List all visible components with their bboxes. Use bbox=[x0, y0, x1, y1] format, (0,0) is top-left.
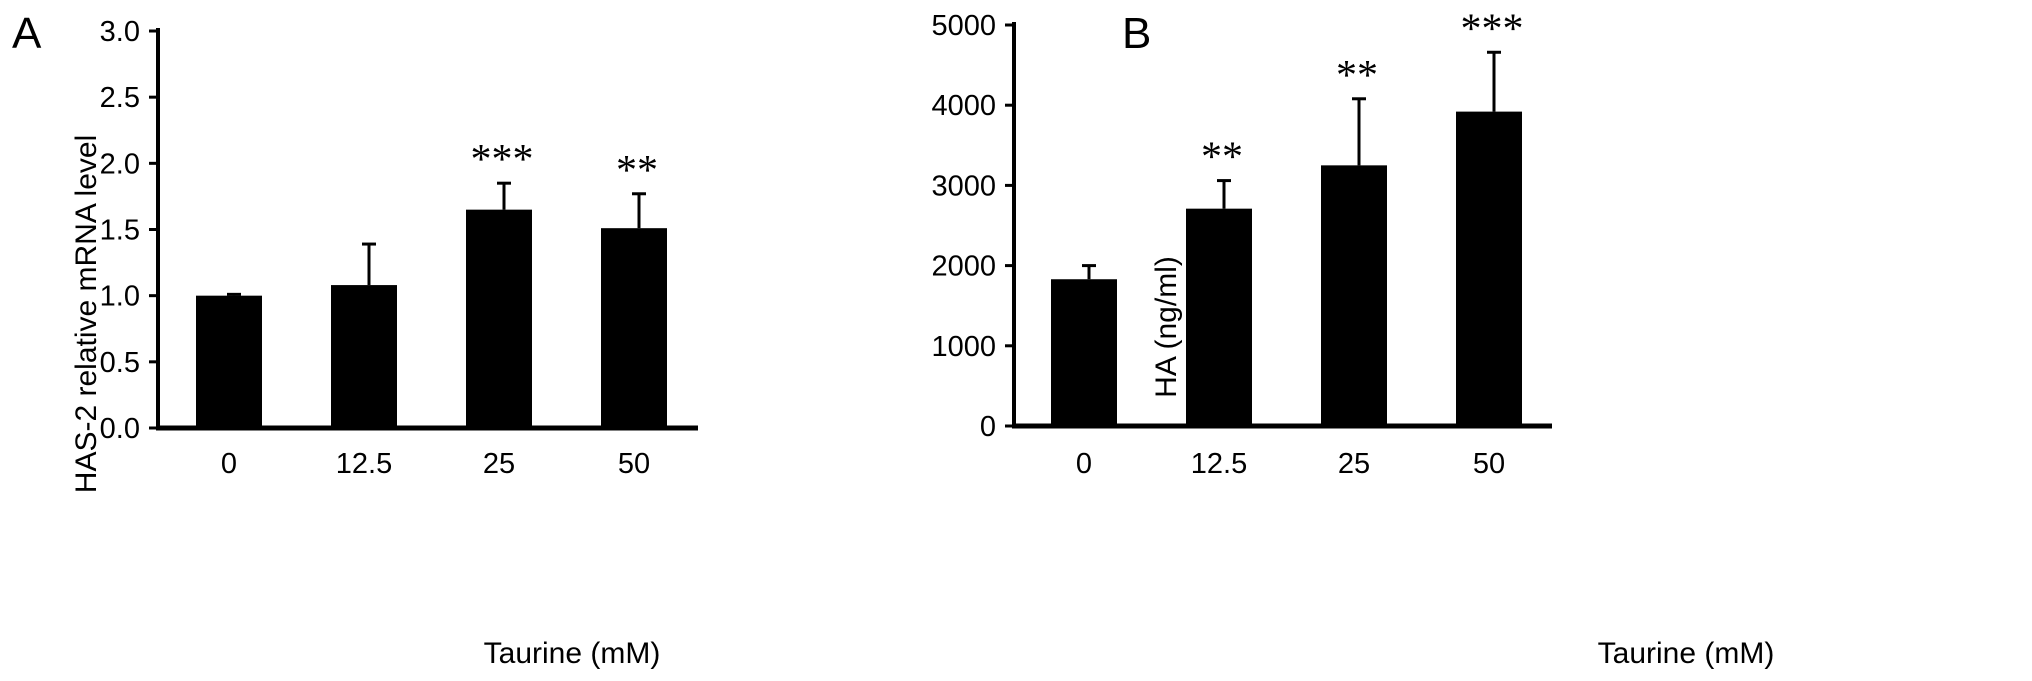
y-axis-title: HAS-2 relative mRNA level bbox=[70, 135, 103, 493]
significance-marker: ** bbox=[616, 148, 658, 194]
bar bbox=[1321, 165, 1387, 426]
bar bbox=[196, 295, 262, 428]
panel-b: B HA (ng/ml) Taurine (mM) 0 1000 2000 3000 4… bbox=[931, 6, 1774, 670]
bar bbox=[331, 285, 397, 428]
x-tick-label: 25 bbox=[1338, 448, 1370, 480]
x-tick-label: 12.5 bbox=[336, 448, 392, 480]
bar bbox=[466, 209, 532, 428]
bar bbox=[1051, 279, 1117, 426]
y-axis-title: HA (ng/ml) bbox=[1150, 256, 1183, 398]
significance-marker: *** bbox=[1461, 6, 1524, 52]
panel-label: A bbox=[12, 9, 42, 58]
bar bbox=[1456, 111, 1522, 426]
y-tick-label: 0.0 bbox=[100, 413, 140, 445]
y-tick-label: 5000 bbox=[931, 10, 996, 42]
x-tick-label: 50 bbox=[1473, 448, 1505, 480]
x-tick-label: 50 bbox=[618, 448, 650, 480]
y-tick-label: 2000 bbox=[931, 251, 996, 283]
x-axis-title: Taurine (mM) bbox=[1598, 637, 1775, 670]
significance-marker: *** bbox=[471, 137, 534, 183]
y-tick-label: 4000 bbox=[931, 90, 996, 122]
x-tick-label: 25 bbox=[483, 448, 515, 480]
y-tick-label: 1.5 bbox=[100, 215, 140, 247]
x-tick-label: 0 bbox=[221, 448, 237, 480]
panel-a: A HAS-2 relative mRNA level Taurine (mM)… bbox=[12, 9, 698, 670]
y-tick-label: 2.5 bbox=[100, 82, 140, 114]
y-tick-label: 1000 bbox=[931, 331, 996, 363]
x-axis-title: Taurine (mM) bbox=[484, 637, 661, 670]
x-tick-label: 0 bbox=[1076, 448, 1092, 480]
bar bbox=[1186, 208, 1252, 426]
significance-marker: ** bbox=[1336, 53, 1378, 99]
y-tick-label: 1.0 bbox=[100, 281, 140, 313]
significance-marker: ** bbox=[1201, 135, 1243, 181]
x-tick-label: 12.5 bbox=[1191, 448, 1247, 480]
bar bbox=[601, 228, 667, 428]
y-tick-label: 3000 bbox=[931, 170, 996, 202]
y-tick-label: 0 bbox=[980, 411, 996, 443]
panel-label: B bbox=[1122, 9, 1151, 58]
y-tick-label: 3.0 bbox=[100, 16, 140, 48]
y-tick-label: 2.0 bbox=[100, 148, 140, 180]
y-tick-label: 0.5 bbox=[100, 347, 140, 379]
